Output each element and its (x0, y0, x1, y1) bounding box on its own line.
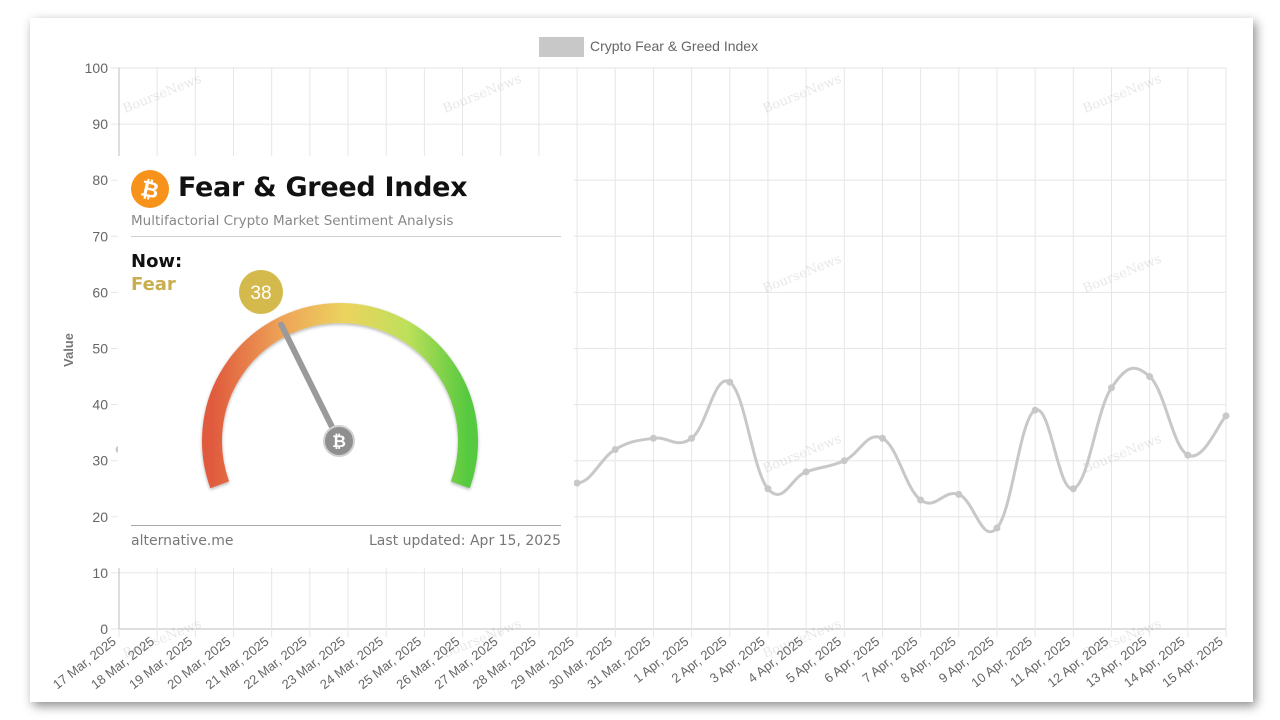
data-point[interactable] (688, 434, 696, 442)
data-point[interactable] (955, 490, 963, 498)
data-point[interactable] (1222, 412, 1230, 420)
data-point[interactable] (993, 524, 1001, 532)
svg-text:₿: ₿ (138, 176, 161, 204)
data-point[interactable] (917, 496, 925, 504)
sentiment-gauge: ₿ 38 (202, 270, 478, 489)
fear-greed-line-chart: BourseNews BourseNews BourseNews BourseNews… (50, 37, 1230, 693)
data-point[interactable] (1069, 485, 1077, 493)
y-tick-label: 90 (92, 116, 108, 132)
y-tick-label: 20 (92, 509, 108, 525)
now-label: Now: (131, 251, 183, 272)
data-point[interactable] (649, 434, 657, 442)
value-badge-text: 38 (250, 283, 271, 304)
fear-greed-widget: ₿ Fear & Greed Index Multifactorial Cryp… (118, 156, 574, 568)
svg-text:₿: ₿ (332, 432, 346, 452)
y-tick-label: 80 (92, 172, 108, 188)
data-point[interactable] (1107, 384, 1115, 392)
watermark-text: BourseNews (1081, 72, 1164, 117)
watermark-text: BourseNews (761, 72, 844, 117)
value-badge: 38 (239, 270, 283, 314)
y-tick-label: 30 (92, 453, 108, 469)
data-point[interactable] (1031, 406, 1039, 414)
data-point[interactable] (573, 479, 581, 487)
bitcoin-icon: ₿ (131, 170, 169, 208)
gauge-hub-bitcoin-icon: ₿ (323, 425, 355, 457)
chart-card: BourseNews BourseNews BourseNews BourseNews… (30, 18, 1253, 702)
chart-legend[interactable]: Crypto Fear & Greed Index (539, 37, 758, 57)
widget-title: Fear & Greed Index (178, 172, 468, 203)
data-point[interactable] (1146, 373, 1154, 381)
y-tick-label: 0 (100, 621, 108, 637)
widget-subtitle: Multifactorial Crypto Market Sentiment A… (131, 213, 454, 229)
widget-divider-bottom (131, 525, 561, 526)
y-tick-label: 100 (85, 60, 109, 76)
watermark-text: BourseNews (441, 72, 524, 117)
y-tick-label: 40 (92, 397, 108, 413)
sentiment-classification: Fear (131, 274, 176, 295)
watermark-text: BourseNews (761, 252, 844, 297)
data-point[interactable] (726, 378, 734, 386)
data-point[interactable] (1184, 451, 1192, 459)
y-tick-label: 10 (92, 565, 108, 581)
data-point[interactable] (764, 485, 772, 493)
y-tick-label: 70 (92, 228, 108, 244)
y-axis-title: Value (61, 333, 76, 367)
y-tick-label: 50 (92, 341, 108, 357)
watermark-text: BourseNews (1081, 252, 1164, 297)
data-point[interactable] (611, 445, 619, 453)
y-tick-label: 60 (92, 284, 108, 300)
widget-divider-top (131, 236, 561, 237)
data-point[interactable] (840, 457, 848, 465)
data-point[interactable] (878, 434, 886, 442)
x-tick-label: 17 Mar, 2025 (50, 634, 119, 693)
legend-label[interactable]: Crypto Fear & Greed Index (590, 38, 758, 54)
data-point[interactable] (802, 468, 810, 476)
gauge-needle (278, 321, 342, 444)
source-link[interactable]: alternative.me (131, 533, 234, 549)
legend-swatch[interactable] (539, 37, 584, 57)
watermark-text: BourseNews (121, 72, 204, 117)
gauge-arc (202, 303, 478, 489)
watermark-text: BourseNews (761, 432, 844, 477)
last-updated: Last updated: Apr 15, 2025 (368, 533, 561, 549)
